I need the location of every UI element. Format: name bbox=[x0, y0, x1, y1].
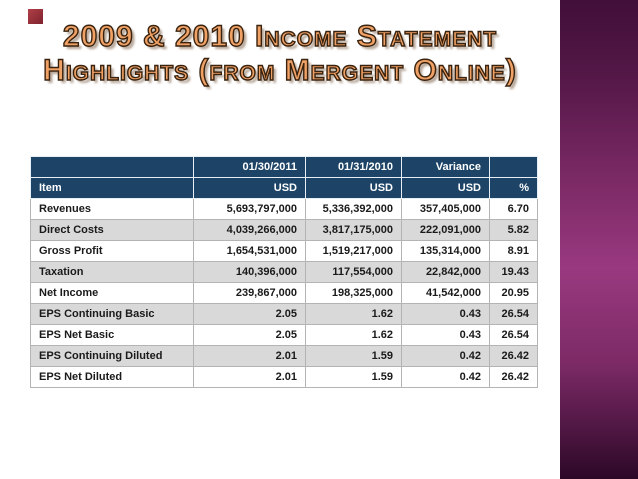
table-row: EPS Net Basic 2.05 1.62 0.43 26.54 bbox=[30, 324, 538, 346]
header-cell-date-2011: 01/30/2011 bbox=[193, 156, 306, 178]
row-label: Gross Profit bbox=[30, 240, 194, 262]
header-cell-usd: USD bbox=[193, 177, 306, 199]
row-label: EPS Net Diluted bbox=[30, 366, 194, 388]
row-value: 140,396,000 bbox=[193, 261, 306, 283]
row-label: Taxation bbox=[30, 261, 194, 283]
row-label: EPS Net Basic bbox=[30, 324, 194, 346]
row-label: Direct Costs bbox=[30, 219, 194, 241]
row-value: 41,542,000 bbox=[401, 282, 490, 304]
header-cell-variance: Variance bbox=[401, 156, 490, 178]
row-value: 2.01 bbox=[193, 366, 306, 388]
row-value: 5.82 bbox=[489, 219, 538, 241]
table-row: EPS Continuing Basic 2.05 1.62 0.43 26.54 bbox=[30, 303, 538, 325]
row-value: 117,554,000 bbox=[305, 261, 402, 283]
table-row: Direct Costs 4,039,266,000 3,817,175,000 22… bbox=[30, 219, 538, 241]
title-line-2: Highlights (from Mergent Online) bbox=[42, 53, 517, 87]
row-value: 0.43 bbox=[401, 303, 490, 325]
row-value: 1,519,217,000 bbox=[305, 240, 402, 262]
header-cell-date-2010: 01/31/2010 bbox=[305, 156, 402, 178]
table-row: EPS Continuing Diluted 2.01 1.59 0.42 26.42 bbox=[30, 345, 538, 367]
header-cell-blank bbox=[489, 156, 538, 178]
row-value: 22,842,000 bbox=[401, 261, 490, 283]
row-value: 2.01 bbox=[193, 345, 306, 367]
row-value: 1.62 bbox=[305, 324, 402, 346]
row-value: 357,405,000 bbox=[401, 198, 490, 220]
row-value: 26.42 bbox=[489, 366, 538, 388]
row-value: 26.42 bbox=[489, 345, 538, 367]
corner-accent bbox=[28, 9, 43, 24]
row-value: 5,693,797,000 bbox=[193, 198, 306, 220]
row-label: Net Income bbox=[30, 282, 194, 304]
header-cell-usd: USD bbox=[305, 177, 402, 199]
right-gradient-band bbox=[560, 0, 638, 479]
table-row: EPS Net Diluted 2.01 1.59 0.42 26.42 bbox=[30, 366, 538, 388]
row-value: 6.70 bbox=[489, 198, 538, 220]
header-cell-item: Item bbox=[30, 177, 194, 199]
row-value: 3,817,175,000 bbox=[305, 219, 402, 241]
row-value: 0.42 bbox=[401, 366, 490, 388]
row-value: 222,091,000 bbox=[401, 219, 490, 241]
row-value: 8.91 bbox=[489, 240, 538, 262]
slide-title: 2009 & 2010 Income Statement Highlights … bbox=[0, 19, 560, 87]
title-line-1: 2009 & 2010 Income Statement bbox=[62, 19, 498, 53]
income-statement-table: 01/30/2011 01/31/2010 Variance Item USD … bbox=[30, 156, 538, 388]
row-value: 1,654,531,000 bbox=[193, 240, 306, 262]
table-header-units-row: Item USD USD USD % bbox=[30, 177, 538, 199]
table-row: Taxation 140,396,000 117,554,000 22,842,000… bbox=[30, 261, 538, 283]
row-value: 1.62 bbox=[305, 303, 402, 325]
row-value: 0.43 bbox=[401, 324, 490, 346]
table-row: Net Income 239,867,000 198,325,000 41,542,0… bbox=[30, 282, 538, 304]
row-value: 26.54 bbox=[489, 303, 538, 325]
header-cell-usd: USD bbox=[401, 177, 490, 199]
row-label: Revenues bbox=[30, 198, 194, 220]
table-row: Gross Profit 1,654,531,000 1,519,217,000 13… bbox=[30, 240, 538, 262]
row-value: 2.05 bbox=[193, 324, 306, 346]
table-header-dates-row: 01/30/2011 01/31/2010 Variance bbox=[30, 156, 538, 178]
row-value: 1.59 bbox=[305, 366, 402, 388]
row-value: 4,039,266,000 bbox=[193, 219, 306, 241]
table-body: Revenues 5,693,797,000 5,336,392,000 357,40… bbox=[30, 198, 538, 388]
row-value: 1.59 bbox=[305, 345, 402, 367]
row-value: 5,336,392,000 bbox=[305, 198, 402, 220]
row-value: 135,314,000 bbox=[401, 240, 490, 262]
row-label: EPS Continuing Diluted bbox=[30, 345, 194, 367]
row-value: 20.95 bbox=[489, 282, 538, 304]
row-value: 239,867,000 bbox=[193, 282, 306, 304]
row-label: EPS Continuing Basic bbox=[30, 303, 194, 325]
header-cell-percent: % bbox=[489, 177, 538, 199]
row-value: 19.43 bbox=[489, 261, 538, 283]
row-value: 0.42 bbox=[401, 345, 490, 367]
row-value: 198,325,000 bbox=[305, 282, 402, 304]
row-value: 2.05 bbox=[193, 303, 306, 325]
table-row: Revenues 5,693,797,000 5,336,392,000 357,40… bbox=[30, 198, 538, 220]
row-value: 26.54 bbox=[489, 324, 538, 346]
header-cell-blank bbox=[30, 156, 194, 178]
